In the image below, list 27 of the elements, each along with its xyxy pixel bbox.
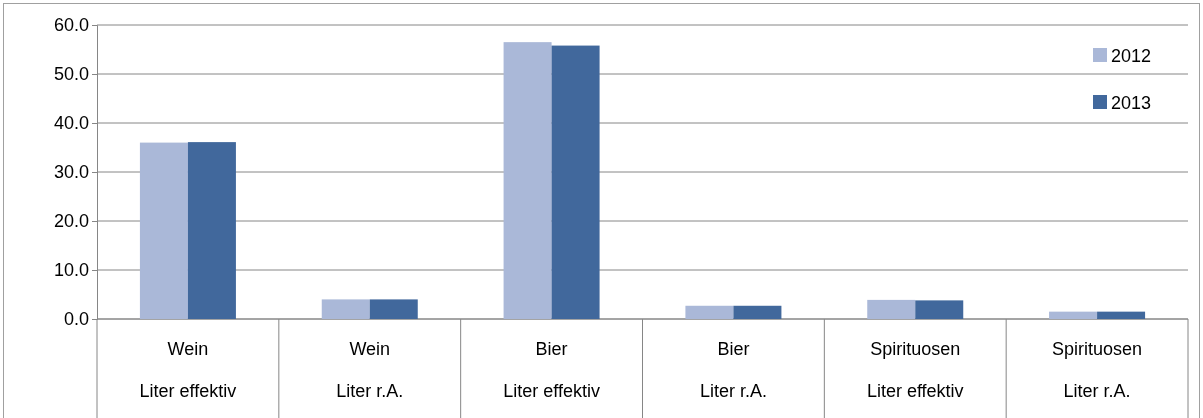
- bar: [733, 305, 782, 319]
- bar: [1097, 311, 1146, 319]
- bar: [187, 142, 236, 319]
- bar: [867, 299, 916, 319]
- category-label: Spirituosen Liter r.A.: [1052, 339, 1143, 401]
- legend-label: 2012: [1111, 46, 1152, 66]
- y-tick-label: 50.0: [53, 64, 89, 85]
- legend-label: 2013: [1111, 93, 1152, 113]
- category-label: Spirituosen Liter effektiv: [866, 339, 964, 401]
- category-label: Bier Liter effektiv: [503, 339, 600, 401]
- bar: [503, 42, 552, 319]
- bar: [321, 299, 370, 319]
- y-tick-label: 40.0: [53, 113, 89, 134]
- bar: [1049, 311, 1098, 319]
- y-tick-label: 30.0: [53, 162, 89, 183]
- category-label: Wein Liter effektiv: [139, 339, 237, 401]
- y-tick-label: 0.0: [63, 309, 89, 330]
- category-label: Bier Liter r.A.: [699, 339, 767, 401]
- bar: [685, 305, 734, 319]
- bar: [369, 299, 418, 319]
- y-tick-label: 20.0: [53, 211, 89, 232]
- category-label: Wein Liter r.A.: [336, 339, 404, 401]
- y-tick-label: 60.0: [53, 15, 89, 36]
- bar: [551, 45, 600, 319]
- bar: [139, 142, 188, 319]
- bar: [915, 300, 964, 319]
- y-tick-label: 10.0: [53, 260, 89, 281]
